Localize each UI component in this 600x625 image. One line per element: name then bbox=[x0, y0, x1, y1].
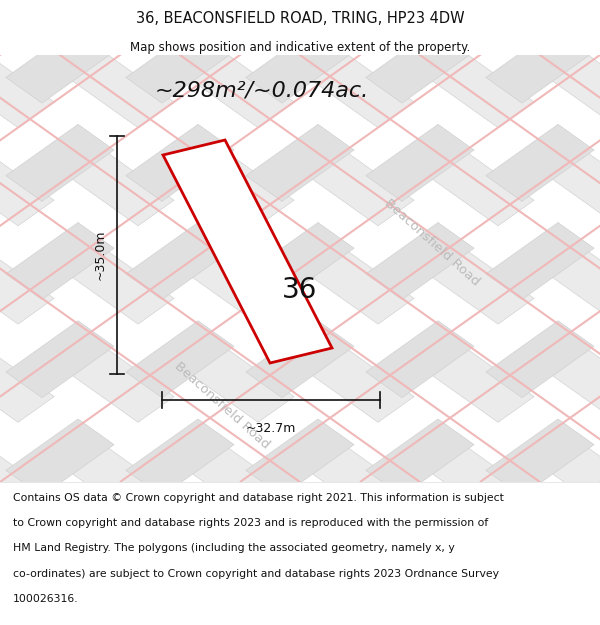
Bar bbox=[6, 616, 114, 625]
Bar bbox=[126, 517, 234, 594]
Text: Contains OS data © Crown copyright and database right 2021. This information is : Contains OS data © Crown copyright and d… bbox=[13, 494, 504, 504]
Bar bbox=[186, 345, 294, 423]
Bar bbox=[246, 26, 354, 103]
Bar bbox=[0, 247, 54, 324]
Bar bbox=[126, 616, 234, 625]
Bar bbox=[186, 149, 294, 226]
Bar bbox=[126, 222, 234, 299]
Bar bbox=[0, 542, 54, 619]
Bar bbox=[306, 542, 414, 619]
Text: 36, BEACONSFIELD ROAD, TRING, HP23 4DW: 36, BEACONSFIELD ROAD, TRING, HP23 4DW bbox=[136, 11, 464, 26]
Bar bbox=[186, 0, 294, 29]
Bar bbox=[306, 247, 414, 324]
Bar bbox=[66, 247, 174, 324]
Text: HM Land Registry. The polygons (including the associated geometry, namely x, y: HM Land Registry. The polygons (includin… bbox=[13, 544, 455, 554]
Bar bbox=[246, 222, 354, 299]
Bar bbox=[126, 26, 234, 103]
Bar bbox=[426, 542, 534, 619]
Bar bbox=[246, 0, 354, 5]
Bar bbox=[546, 345, 600, 423]
Text: co-ordinates) are subject to Crown copyright and database rights 2023 Ordnance S: co-ordinates) are subject to Crown copyr… bbox=[13, 569, 499, 579]
Bar bbox=[186, 444, 294, 521]
Bar bbox=[366, 419, 474, 496]
Bar bbox=[186, 247, 294, 324]
Bar bbox=[6, 517, 114, 594]
Bar bbox=[306, 444, 414, 521]
Bar bbox=[186, 542, 294, 619]
Bar bbox=[6, 124, 114, 201]
Text: ~32.7m: ~32.7m bbox=[246, 422, 296, 435]
Bar bbox=[426, 51, 534, 127]
Bar bbox=[0, 444, 54, 521]
Bar bbox=[126, 321, 234, 398]
Bar bbox=[366, 26, 474, 103]
Text: 100026316.: 100026316. bbox=[13, 594, 79, 604]
Text: to Crown copyright and database rights 2023 and is reproduced with the permissio: to Crown copyright and database rights 2… bbox=[13, 519, 488, 529]
Bar bbox=[426, 345, 534, 423]
Bar bbox=[486, 124, 594, 201]
Bar bbox=[486, 321, 594, 398]
Text: 36: 36 bbox=[283, 276, 317, 304]
Bar bbox=[66, 51, 174, 127]
Bar bbox=[6, 321, 114, 398]
Text: Beaconsfield Road: Beaconsfield Road bbox=[172, 359, 272, 451]
Text: Map shows position and indicative extent of the property.: Map shows position and indicative extent… bbox=[130, 41, 470, 54]
Bar bbox=[246, 517, 354, 594]
Bar bbox=[486, 0, 594, 5]
Bar bbox=[546, 149, 600, 226]
Bar bbox=[426, 444, 534, 521]
Bar bbox=[306, 149, 414, 226]
Bar bbox=[246, 124, 354, 201]
Bar bbox=[306, 51, 414, 127]
Bar bbox=[486, 616, 594, 625]
Bar bbox=[546, 542, 600, 619]
Bar bbox=[186, 51, 294, 127]
Bar bbox=[306, 0, 414, 29]
Bar bbox=[246, 419, 354, 496]
Bar bbox=[366, 124, 474, 201]
Bar bbox=[66, 542, 174, 619]
Bar bbox=[366, 0, 474, 5]
Bar bbox=[246, 616, 354, 625]
Bar bbox=[0, 345, 54, 423]
Bar bbox=[6, 222, 114, 299]
Bar bbox=[426, 0, 534, 29]
Bar bbox=[486, 222, 594, 299]
Bar bbox=[366, 321, 474, 398]
Bar bbox=[366, 616, 474, 625]
Bar bbox=[66, 345, 174, 423]
Bar bbox=[486, 517, 594, 594]
Bar bbox=[0, 0, 54, 29]
Bar bbox=[546, 51, 600, 127]
Bar bbox=[126, 419, 234, 496]
Bar bbox=[546, 0, 600, 29]
Polygon shape bbox=[163, 140, 332, 363]
Bar bbox=[426, 149, 534, 226]
Bar bbox=[66, 149, 174, 226]
Bar bbox=[6, 0, 114, 5]
Bar bbox=[6, 419, 114, 496]
Bar bbox=[246, 321, 354, 398]
Bar bbox=[486, 26, 594, 103]
Bar bbox=[6, 26, 114, 103]
Bar bbox=[426, 247, 534, 324]
Text: ~298m²/~0.074ac.: ~298m²/~0.074ac. bbox=[155, 80, 369, 100]
Bar bbox=[546, 444, 600, 521]
Bar bbox=[546, 247, 600, 324]
Bar bbox=[126, 124, 234, 201]
Bar bbox=[66, 0, 174, 29]
Bar bbox=[126, 0, 234, 5]
Bar bbox=[486, 419, 594, 496]
Bar bbox=[366, 222, 474, 299]
Bar bbox=[366, 517, 474, 594]
Text: ~35.0m: ~35.0m bbox=[93, 230, 106, 280]
Bar bbox=[306, 345, 414, 423]
Bar bbox=[0, 149, 54, 226]
Bar bbox=[66, 444, 174, 521]
Bar bbox=[0, 51, 54, 127]
Text: Beaconsfield Road: Beaconsfield Road bbox=[382, 197, 482, 289]
